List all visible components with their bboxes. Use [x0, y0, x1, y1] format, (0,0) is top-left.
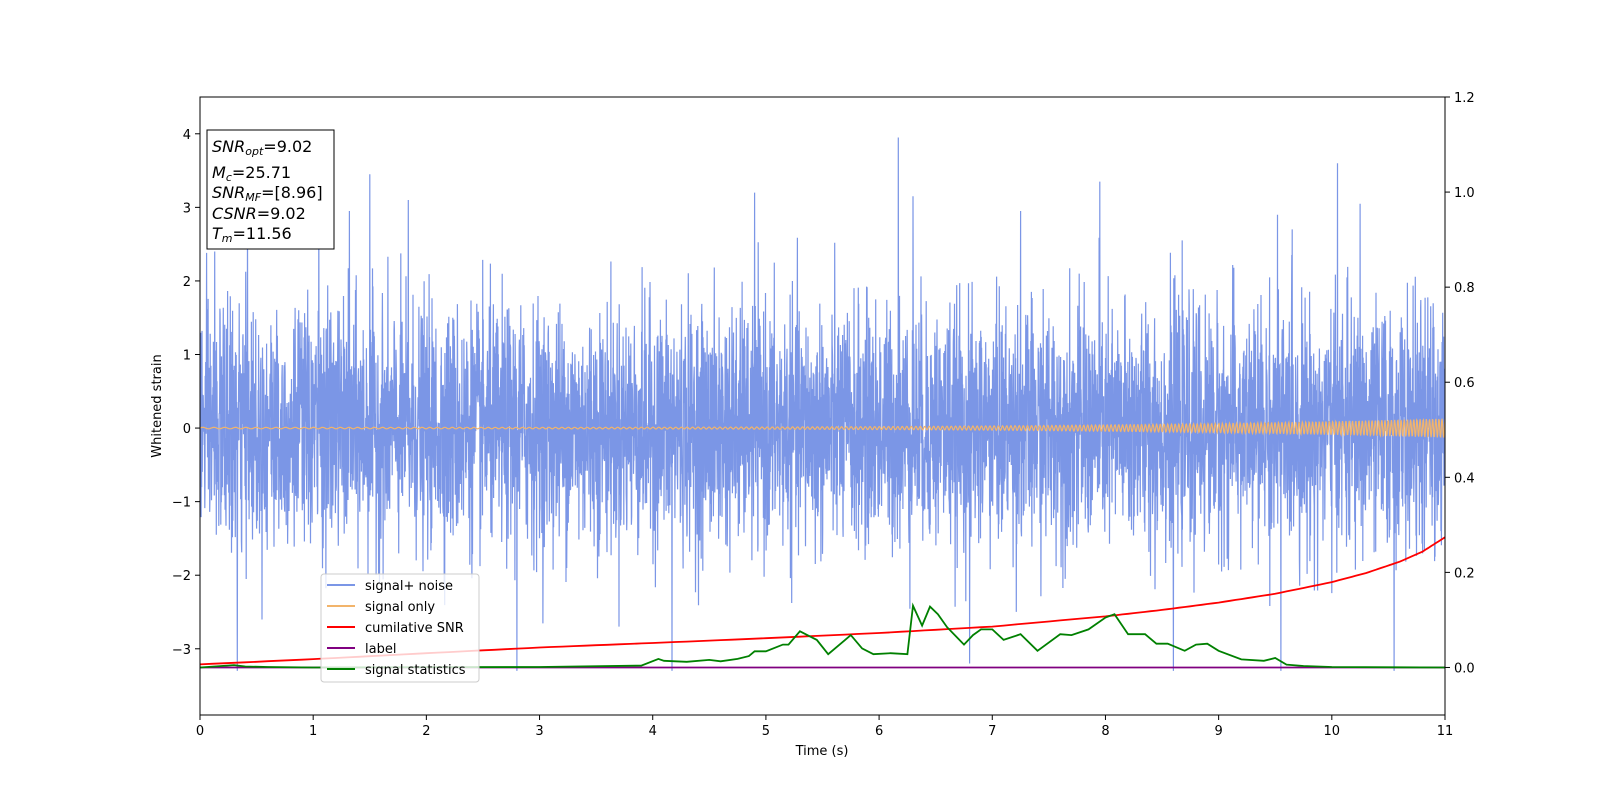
legend: signal+ noise signal only cumilative SNR… [320, 573, 480, 683]
y2-tick-label: 1.0 [1454, 186, 1475, 201]
y-axis-ticks: −3 −2 −1 0 1 2 3 4 [172, 128, 200, 658]
legend-label-signal-only: signal only [365, 600, 435, 615]
plot-frame [199, 96, 1446, 716]
y-tick-label: 1 [183, 349, 191, 364]
legend-label-label: label [365, 642, 396, 657]
legend-label-signal-plus-noise: signal+ noise [365, 579, 453, 594]
annotation-snr-mf: SNRMF=[8.96] [212, 183, 323, 204]
y-tick-label: −2 [172, 569, 191, 584]
x-tick-label: 2 [422, 724, 430, 739]
x-tick-label: 9 [1214, 724, 1222, 739]
y2-axis-ticks: 0.0 0.2 0.4 0.6 0.8 1.0 1.2 [1445, 91, 1475, 676]
x-tick-label: 7 [988, 724, 996, 739]
y2-tick-label: 0.2 [1454, 566, 1475, 581]
y2-tick-label: 0.8 [1454, 281, 1475, 296]
series-signal-statistics [200, 602, 1445, 669]
annotation-mc: Mc=25.71 [212, 163, 291, 184]
x-tick-label: 0 [196, 724, 204, 739]
y2-tick-label: 0.6 [1454, 376, 1475, 391]
x-tick-label: 4 [649, 724, 657, 739]
series-signal-only [200, 418, 1445, 439]
annotation-tm: Tm=11.56 [212, 224, 292, 245]
annotation-box: SNRopt=9.02 Mc=25.71 SNRMF=[8.96] CSNR=9… [206, 129, 335, 250]
x-axis-label: Time (s) [795, 744, 849, 759]
y-tick-label: 0 [183, 422, 191, 437]
x-tick-label: 8 [1101, 724, 1109, 739]
y2-tick-label: 1.2 [1454, 91, 1475, 106]
legend-frame [320, 573, 480, 683]
annotation-csnr: CSNR=9.02 [212, 204, 306, 223]
y2-tick-label: 0.0 [1454, 661, 1475, 676]
x-tick-label: 5 [762, 724, 770, 739]
x-tick-label: 11 [1437, 724, 1454, 739]
y-tick-label: −1 [172, 496, 191, 511]
legend-label-signal-statistics: signal statistics [365, 663, 466, 678]
y-axis-label: Whitened strain [150, 354, 165, 457]
series-signal-plus-noise [200, 137, 1445, 671]
y2-tick-label: 0.4 [1454, 471, 1475, 486]
x-tick-label: 10 [1324, 724, 1341, 739]
annotation-frame [206, 129, 335, 250]
series-cumilative-snr [200, 536, 1445, 666]
x-axis-ticks: 0 1 2 3 4 5 6 7 8 9 10 11 [196, 715, 1453, 739]
y-tick-label: −3 [172, 643, 191, 658]
annotation-snr-opt: SNRopt=9.02 [212, 137, 312, 158]
y-tick-label: 4 [183, 128, 191, 143]
x-tick-label: 1 [309, 724, 317, 739]
x-tick-label: 6 [875, 724, 883, 739]
x-tick-label: 3 [535, 724, 543, 739]
legend-label-cumilative-snr: cumilative SNR [365, 621, 464, 636]
y-tick-label: 3 [183, 201, 191, 216]
y-tick-label: 2 [183, 275, 191, 290]
